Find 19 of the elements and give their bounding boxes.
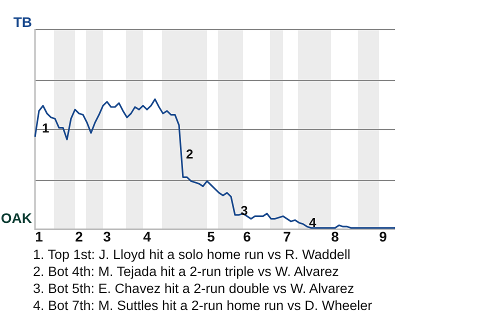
annotation: 2 (186, 146, 194, 162)
annotation: 1 (42, 120, 50, 136)
text: 4. Bot 7th: M. Suttles hit a 2-run home run vs D. Wheeler (33, 297, 374, 314)
x-tick-label: 9 (379, 228, 388, 244)
text: 3. Bot 5th: E. Chavez hit a 2-run double vs W. Alvarez (33, 280, 356, 297)
x-tick-label: 5 (207, 228, 216, 244)
x-tick-label: 6 (243, 228, 252, 244)
text: TB (13, 14, 32, 30)
text: 1. Top 1st: J. Lloyd hit a solo home run vs R. Waddell (33, 246, 352, 263)
text: OAK (0, 210, 32, 226)
x-tick-label: 2 (75, 228, 84, 244)
annotation: 3 (240, 202, 248, 218)
x-tick-label: 4 (143, 228, 152, 244)
text: 2. Bot 4th: M. Tejada hit a 2-run triple vs W. Alvarez (33, 263, 340, 280)
annotation: 4 (309, 214, 317, 230)
x-tick-label: 3 (103, 228, 112, 244)
x-tick-label: 7 (283, 228, 292, 244)
x-tick-label: 8 (331, 228, 340, 244)
x-tick-label: 1 (35, 228, 44, 244)
